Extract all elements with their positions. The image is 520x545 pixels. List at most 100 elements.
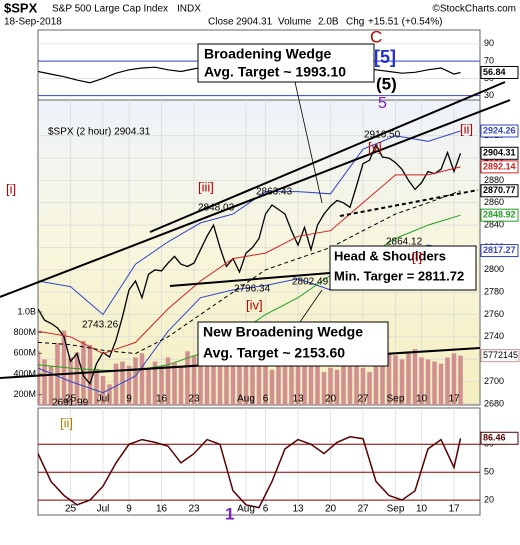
volume-bar: [230, 357, 236, 405]
price-label: 2802.49: [292, 277, 329, 288]
volume-bar: [211, 353, 216, 405]
price-label: 2796.34: [234, 284, 271, 295]
annotation: Avg. Target ~ 1993.10: [204, 64, 346, 80]
y-tick-label: 2800: [484, 264, 504, 274]
volume-bar: [113, 363, 119, 405]
header: $SPX S&P 500 Large Cap Index INDX ©Stock…: [4, 0, 516, 27]
annotation: Broadening Wedge: [204, 46, 332, 62]
value-tag: [480, 431, 519, 445]
volume-bar: [107, 384, 112, 405]
x-tick-label: 23: [188, 504, 200, 515]
volume-bar: [367, 371, 372, 405]
series-line: [38, 190, 461, 355]
wave-label: [ii]: [60, 415, 73, 430]
x-tick-label: 9: [126, 394, 132, 405]
wave-label: C: [370, 27, 382, 46]
price-label: 2691.99: [52, 398, 89, 409]
series-line: [38, 436, 462, 509]
value-tag-label: 2848.92: [483, 210, 516, 220]
wedge-line: [149, 81, 506, 233]
volume-bar: [386, 353, 392, 405]
x-tick-label: Sep: [387, 504, 405, 515]
x-tick-label: 9: [126, 504, 132, 515]
volume-bar: [315, 365, 320, 405]
source: ©StockCharts.com: [432, 4, 516, 15]
volume-bar: [406, 351, 411, 405]
legend: $SPX (2 hour) 2904.31: [48, 127, 151, 138]
volume-bar: [165, 357, 171, 405]
value-tag: [480, 146, 519, 160]
volume-bar: [412, 349, 418, 405]
close: 2904.31: [236, 17, 273, 28]
volume-bar: [250, 353, 255, 405]
wave-label: [5]: [374, 47, 396, 67]
wave-label: 5: [378, 95, 387, 112]
volume-bar: [399, 359, 405, 405]
volume-bar: [237, 361, 242, 405]
volume-bar: [393, 355, 398, 405]
panel-bottom: [37, 407, 481, 516]
volume-bar: [120, 361, 125, 405]
volume-bar: [451, 353, 457, 405]
annotation-box: [197, 43, 375, 83]
annotation: Min. Targer = 2811.72: [334, 268, 464, 283]
annotations: Broadening Wedge Avg. Target ~ 1993.10 H…: [6, 27, 477, 523]
value-tag: [480, 184, 519, 198]
pointer: [294, 81, 323, 204]
x-tick-label: 10: [416, 504, 428, 515]
wave-label: [i]: [6, 181, 16, 196]
volume-bar: [100, 376, 106, 405]
volume-bar: [139, 353, 145, 405]
date: 18-Sep-2018: [4, 17, 62, 28]
value-tag: [480, 208, 519, 222]
y-tick-label: 50: [484, 467, 494, 477]
volume-bar: [263, 363, 268, 405]
volume-bar: [178, 366, 184, 405]
x-tick-label: Jul: [97, 394, 110, 405]
volume-bar: [269, 369, 275, 405]
x-tick-label: 6: [263, 394, 269, 405]
wave-label: [iv]: [246, 297, 263, 312]
wedge-line: [0, 99, 511, 298]
y-tick-label: 90: [484, 38, 494, 48]
volume-bar: [133, 357, 138, 405]
y-tick-label: 2860: [484, 197, 504, 207]
series-line: [38, 166, 461, 355]
volume-tick-label: 800M: [13, 327, 36, 337]
volume-bar: [74, 352, 80, 405]
y-tick-label: 20: [484, 494, 494, 504]
volume-bar: [438, 363, 444, 405]
neckline: [169, 272, 331, 287]
x-tick-label: 10: [416, 394, 428, 405]
volume-tick-label: 400M: [13, 368, 36, 378]
volume-bar: [48, 365, 54, 405]
x-tick-label: 20: [325, 394, 337, 405]
volume-bar: [87, 345, 93, 405]
volume-bar: [282, 365, 288, 405]
x-tick-label: Sep: [387, 394, 405, 405]
close-label: Close: [208, 17, 234, 28]
series-line: [38, 130, 461, 316]
price-label: 2848.03: [198, 203, 235, 214]
value-tag-label: 2870.77: [483, 185, 516, 195]
annotation-box: [197, 321, 389, 367]
volume-bar: [152, 361, 158, 405]
volume-bar: [159, 365, 164, 405]
value-tag-label: 2817.27: [483, 245, 516, 255]
volume-tick-label: 600M: [13, 348, 36, 358]
x-tick-label: 17: [448, 394, 460, 405]
volume: 2.0B: [318, 17, 339, 28]
volume-bar: [243, 345, 249, 405]
x-tick-label: Jul: [97, 504, 110, 515]
volume-bar: [354, 361, 359, 405]
pointer: [299, 289, 323, 323]
volume-bar: [185, 351, 190, 405]
volume-bar: [217, 349, 223, 405]
x-tick-label: 23: [188, 394, 200, 405]
chg: +15.51 (+0.54%): [368, 17, 443, 28]
value-tag-label: 86.46: [483, 433, 506, 443]
volume-bar: [126, 365, 132, 405]
volume-bar: [94, 368, 99, 405]
x-tick-label: 16: [156, 504, 168, 515]
